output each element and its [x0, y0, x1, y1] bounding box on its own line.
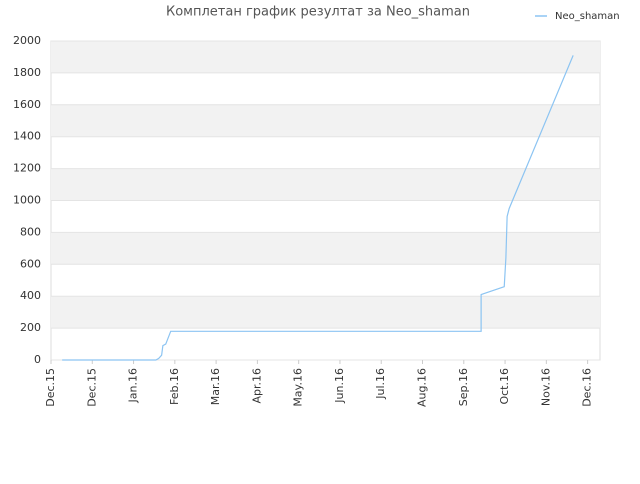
y-tick-label: 1600: [13, 98, 41, 111]
grid-band: [51, 232, 600, 265]
x-tick-label: Oct.16: [498, 368, 511, 405]
y-tick-label: 800: [20, 225, 41, 238]
x-tick-label: May.16: [292, 368, 305, 407]
grid-band: [51, 41, 600, 73]
grid-band: [51, 168, 600, 201]
x-tick-label: Feb.16: [168, 368, 181, 405]
x-tick-label: Dec.15: [44, 368, 57, 407]
y-tick-label: 1400: [13, 130, 41, 143]
x-tick-label: Mar.16: [209, 368, 222, 405]
x-tick-label: Jun.16: [333, 368, 346, 404]
x-tick-label: Aug.16: [416, 368, 429, 407]
y-tick-label: 600: [20, 257, 41, 270]
grid-band: [51, 296, 600, 329]
series-line: [62, 55, 574, 361]
legend-label: Neo_shaman: [555, 11, 620, 22]
y-tick-label: 2000: [13, 34, 41, 47]
y-tick-label: 0: [34, 353, 41, 366]
y-tick-label: 1000: [13, 194, 41, 207]
y-tick-label: 1200: [13, 162, 41, 175]
x-tick-label: Dec.16: [581, 368, 594, 407]
grid-band: [51, 104, 600, 137]
y-tick-label: 200: [20, 321, 41, 334]
legend: Neo_shaman: [535, 11, 620, 22]
chart-title: Комплетан график резултат за Neo_shaman: [166, 5, 470, 20]
x-tick-label: Jul.16: [374, 368, 387, 400]
x-tick-label: Dec.15: [85, 368, 98, 407]
x-tick-label: Nov.16: [539, 368, 552, 406]
x-tick-label: Apr.16: [250, 368, 263, 404]
x-tick-label: Sep.16: [457, 368, 470, 406]
x-tick-label: Jan.16: [127, 368, 140, 403]
y-tick-label: 1800: [13, 66, 41, 79]
y-tick-label: 400: [20, 289, 41, 302]
